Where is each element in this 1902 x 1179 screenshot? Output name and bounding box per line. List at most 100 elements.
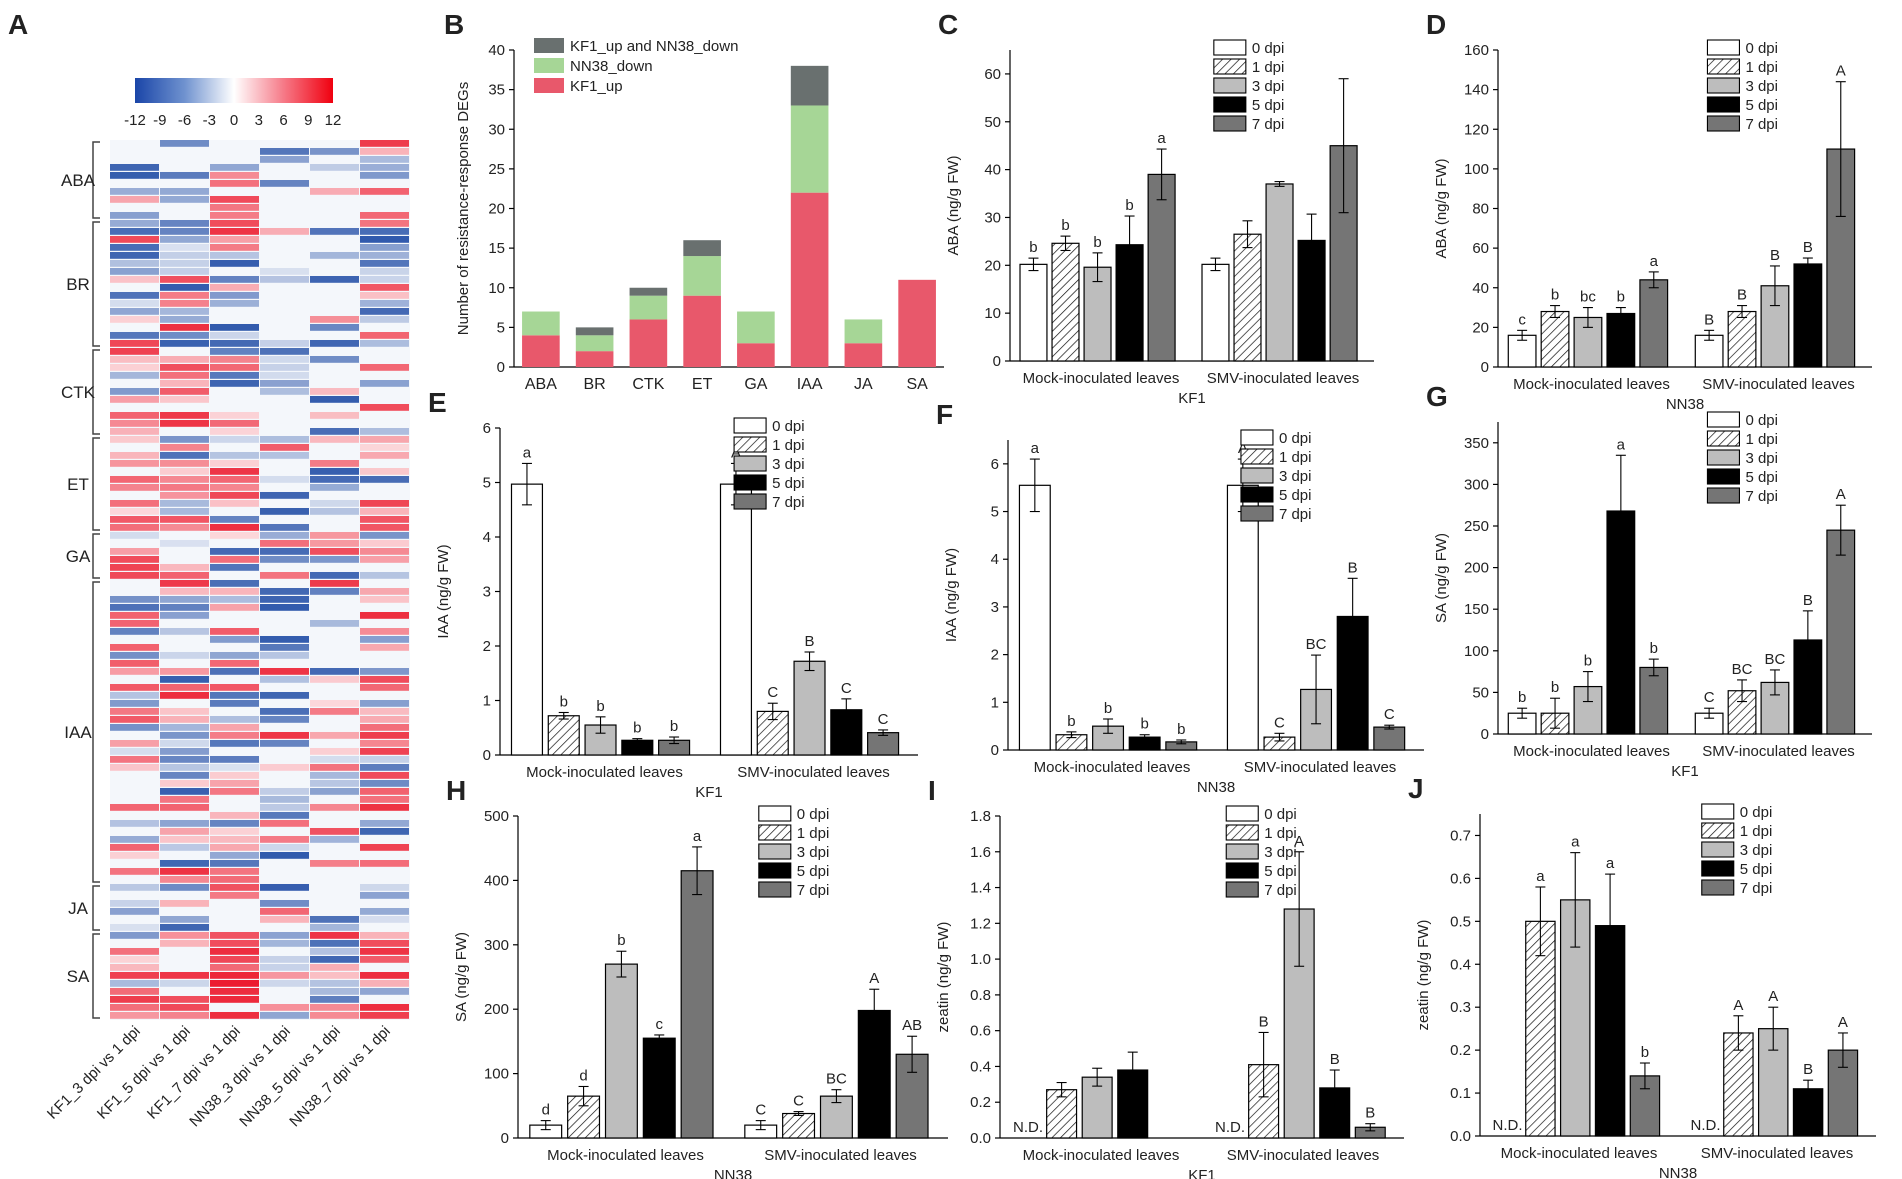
colorbar-tick-label: 6 [279, 112, 287, 129]
legend-swatch [733, 493, 767, 510]
heatmap-cell [260, 836, 309, 843]
heatmap-cell [210, 468, 259, 475]
significance-label: b [596, 698, 604, 715]
legend-label: 5 dpi [1264, 863, 1297, 880]
heatmap-cell [310, 228, 359, 235]
heatmap-cell [360, 780, 409, 787]
heatmap-cell [260, 764, 309, 771]
significance-label: b [1061, 217, 1069, 234]
y-tick-label: 100 [1464, 161, 1489, 178]
heatmap-column-label: KF1_3 dpi vs 1 dpi [44, 1023, 144, 1123]
heatmap-cell [160, 324, 209, 331]
heatmap-cell [160, 220, 209, 227]
heatmap-cell [210, 732, 259, 739]
heatmap-cell [110, 692, 159, 699]
heatmap-cell [110, 596, 159, 603]
heatmap-group-bracket [92, 141, 100, 219]
heatmap-cell [360, 644, 409, 651]
heatmap-cell [310, 948, 359, 955]
heatmap-cell [110, 972, 159, 979]
legend-label: 1 dpi [1252, 59, 1285, 76]
data-bar [756, 710, 789, 756]
heatmap-cell [210, 836, 259, 843]
group-axis-label: Mock-inoculated leaves [1513, 376, 1670, 393]
colorbar-tick-label: -12 [124, 112, 146, 129]
heatmap-cell [210, 172, 259, 179]
heatmap-cell [360, 188, 409, 195]
y-tick-label: 400 [484, 872, 509, 889]
legend-label: 7 dpi [1264, 882, 1297, 899]
legend-swatch [1706, 449, 1740, 466]
panel-letter-A: A [8, 9, 28, 40]
y-tick-label: 100 [1464, 643, 1489, 660]
heatmap-cell [360, 380, 409, 387]
heatmap-cell [110, 164, 159, 171]
significance-label: a [1031, 440, 1040, 457]
colorbar-tick-label: 9 [304, 112, 312, 129]
heatmap-cell [260, 452, 309, 459]
heatmap-cell [310, 980, 359, 987]
heatmap-cell [310, 972, 359, 979]
legend-swatch [758, 881, 792, 898]
heatmap-cell [310, 572, 359, 579]
cultivar-label: KF1 [1178, 390, 1206, 407]
heatmap-cell [310, 772, 359, 779]
heatmap-cell [110, 532, 159, 539]
y-axis-label: IAA (ng/g FW) [435, 544, 452, 638]
heatmap-cell [310, 748, 359, 755]
heatmap-cell [110, 564, 159, 571]
heatmap-cell [110, 756, 159, 763]
y-tick-label: 3 [991, 599, 999, 616]
heatmap-cell [360, 748, 409, 755]
heatmap-cell [360, 788, 409, 795]
heatmap-cell [260, 364, 309, 371]
heatmap-cell [260, 348, 309, 355]
heatmap-cell [260, 508, 309, 515]
colorbar-tick-label: -9 [153, 112, 166, 129]
heatmap-cell [360, 1004, 409, 1011]
heatmap-cell [360, 572, 409, 579]
y-tick-label: 0 [483, 747, 491, 764]
heatmap-cell [360, 636, 409, 643]
heatmap-cell [360, 140, 409, 147]
heatmap-cell [110, 612, 159, 619]
heatmap-cell [310, 484, 359, 491]
y-tick-label: 0 [993, 353, 1001, 370]
heatmap-cell [110, 508, 159, 515]
heatmap-cell [310, 356, 359, 363]
heatmap-cell [160, 836, 209, 843]
heatmap-cell [210, 988, 259, 995]
heatmap-cell [210, 700, 259, 707]
heatmap-cell [160, 524, 209, 531]
y-tick-label: 1.4 [970, 880, 991, 897]
group-axis-label: Mock-inoculated leaves [1023, 370, 1180, 387]
heatmap-cell [210, 420, 259, 427]
heatmap-cell [160, 188, 209, 195]
heatmap-cell [210, 604, 259, 611]
significance-label: A [1733, 997, 1743, 1014]
legend-swatch [1706, 487, 1740, 504]
heatmap-cell [360, 164, 409, 171]
heatmap-cell [110, 820, 159, 827]
heatmap-cell [360, 244, 409, 251]
significance-label: a [1536, 868, 1545, 885]
heatmap-cell [210, 716, 259, 723]
legend-label: 3 dpi [1264, 844, 1297, 861]
significance-label: A [1294, 833, 1304, 850]
chart-legend: 0 dpi 1 dpi 3 dpi 5 dpi 7 dpi [1706, 39, 1778, 133]
heatmap-cell [360, 292, 409, 299]
legend-label: 5 dpi [797, 863, 830, 880]
heatmap-cell [160, 652, 209, 659]
heatmap-cell [260, 804, 309, 811]
heatmap-group-bracket [92, 437, 100, 531]
data-bar [719, 483, 753, 756]
group-axis-label: SMV-inoculated leaves [1702, 376, 1855, 393]
heatmap-cell [360, 236, 409, 243]
heatmap-group-bracket [92, 221, 100, 347]
legend-swatch [758, 862, 792, 879]
heatmap-group-label: SA [67, 967, 90, 986]
heatmap-cell [160, 492, 209, 499]
heatmap-group-label: ET [67, 475, 89, 494]
y-tick-label: 5 [483, 475, 491, 492]
heatmap-cell [160, 388, 209, 395]
